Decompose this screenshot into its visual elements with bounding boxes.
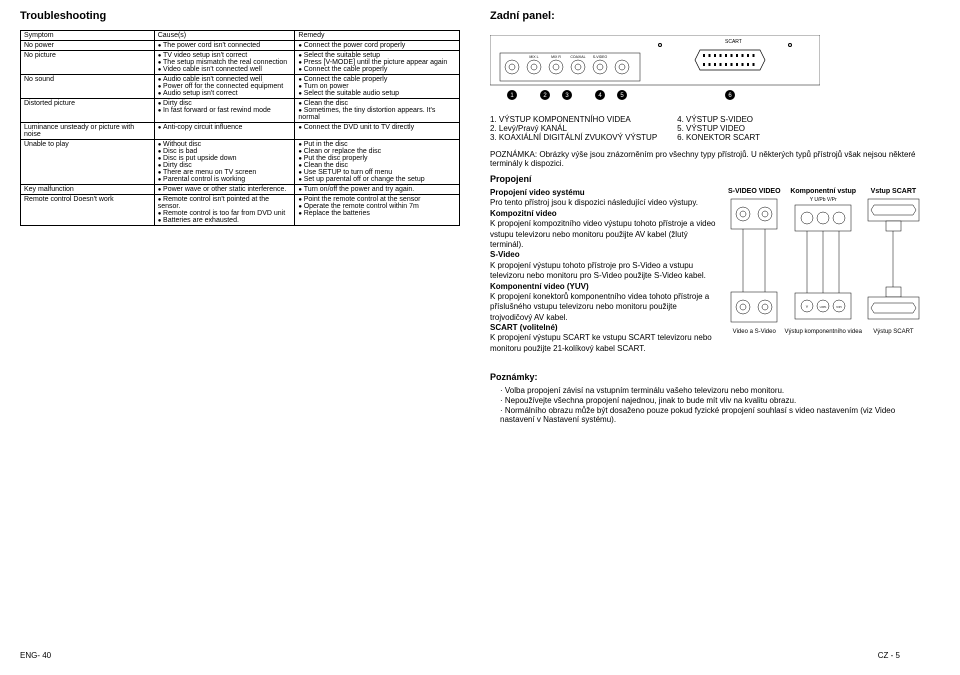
connection-diagrams: S-VIDEO VIDEO Video a S-Video Kompo: [728, 188, 928, 354]
notes-list: · Volba propojení závisí na vstupním ter…: [490, 386, 930, 424]
rear-panel-title: Zadní panel:: [490, 10, 930, 22]
footer: ENG- 40 CZ - 5: [0, 651, 920, 660]
notes-heading: Poznámky:: [490, 372, 930, 382]
svg-text:MIX R: MIX R: [551, 55, 561, 59]
troubleshooting-table: SymptomCause(s)Remedy No powerThe power …: [20, 30, 460, 226]
troubleshooting-title: Troubleshooting: [20, 10, 460, 22]
svg-text:MIX L: MIX L: [529, 55, 538, 59]
svg-text:U/Pb: U/Pb: [820, 305, 827, 309]
scart-label: SCART: [725, 39, 742, 45]
svg-text:S-VIDEO: S-VIDEO: [593, 55, 608, 59]
footer-right: CZ - 5: [878, 651, 900, 660]
svg-text:COAXIAL: COAXIAL: [570, 55, 585, 59]
connection-text: Propojení video systému Pro tento přístr…: [490, 188, 720, 354]
rear-panel-diagram: MIX LMIX RCOAXIALS-VIDEO SCART 123456: [490, 35, 820, 105]
svg-text:Y: Y: [806, 304, 809, 309]
footer-left: ENG- 40: [20, 651, 51, 660]
svg-text:V/Pr: V/Pr: [836, 305, 842, 309]
legend: 1. VÝSTUP KOMPONENTNÍHO VIDEA2. Levý/Pra…: [490, 115, 930, 142]
propojeni-heading: Propojení: [490, 174, 930, 184]
note-text: POZNÁMKA: Obrázky výše jsou znázorněním …: [490, 150, 930, 168]
